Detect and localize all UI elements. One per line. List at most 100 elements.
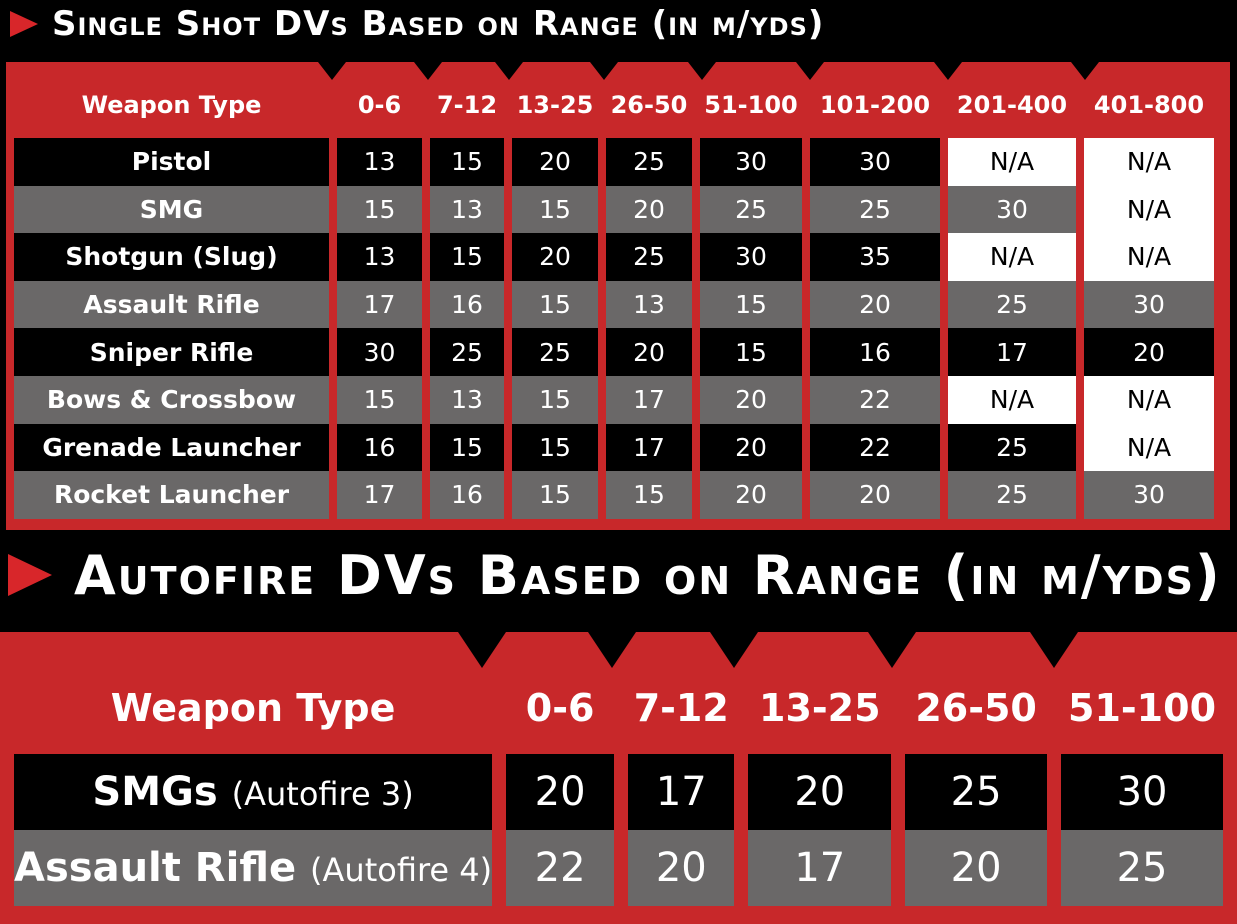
dv-value-cell: 17 — [337, 280, 422, 329]
header-notch — [1030, 632, 1078, 668]
dv-value-cell: 15 — [512, 423, 598, 472]
header-range: 201-400 — [956, 91, 1068, 119]
dv-value-cell: 20 — [810, 280, 940, 329]
dv-value-cell: 20 — [506, 754, 615, 830]
table-row: Bows & Crossbow 15 13 15 17 20 22 N/A N/A — [14, 375, 1214, 424]
header-notch — [318, 62, 346, 80]
header-range: 7-12 — [633, 686, 729, 730]
header-notch — [868, 632, 916, 668]
autofire-table-panel: Weapon Type 0-6 7-12 13-25 26-50 51-100 … — [0, 632, 1237, 924]
dv-value-cell: 30 — [948, 185, 1076, 234]
dv-value-cell: 20 — [810, 471, 940, 519]
autofire-table: Weapon Type 0-6 7-12 13-25 26-50 51-100 … — [0, 662, 1237, 906]
dv-value-cell: 13 — [430, 375, 504, 424]
dv-value-cell: 17 — [748, 830, 892, 906]
dv-value-cell: 35 — [810, 233, 940, 281]
header-range: 0-6 — [525, 686, 595, 730]
dv-value-cell: 30 — [1084, 471, 1214, 519]
dv-value-cell: 16 — [430, 280, 504, 329]
dv-value-cell: 15 — [430, 138, 504, 186]
dv-value-cell: N/A — [1084, 423, 1214, 472]
weapon-name-cell: Shotgun (Slug) — [14, 233, 329, 281]
dv-value-cell: 17 — [606, 375, 692, 424]
table-row: SMGs (Autofire 3) 20 17 20 25 30 — [14, 754, 1223, 830]
dv-value-cell: 20 — [606, 185, 692, 234]
weapon-name-cell: Pistol — [14, 138, 329, 186]
dv-value-cell: N/A — [1084, 185, 1214, 234]
header-range: 401-800 — [1093, 91, 1205, 119]
autofire-title: Autofire DVs Based on Range (in m/yds) — [74, 543, 1222, 607]
autofire-note: (Autofire 3) — [231, 775, 414, 813]
dv-value-cell: 25 — [512, 328, 598, 376]
single-shot-table-panel: Weapon Type 0-6 7-12 13-25 26-50 51-100 … — [6, 62, 1230, 530]
header-range: 13-25 — [516, 91, 594, 119]
dv-value-cell: 17 — [628, 754, 735, 830]
dv-value-cell: 25 — [905, 754, 1048, 830]
table-row: Sniper Rifle 30 25 25 20 15 16 17 20 — [14, 328, 1214, 376]
autofire-title-bar: Autofire DVs Based on Range (in m/yds) — [0, 540, 1222, 610]
weapon-name-cell: Rocket Launcher — [14, 471, 329, 519]
dv-value-cell: N/A — [1084, 233, 1214, 281]
dv-value-cell: 20 — [628, 830, 735, 906]
single-shot-title-bar: Single Shot DVs Based on Range (in m/yds… — [0, 2, 824, 46]
dv-value-cell: 13 — [337, 138, 422, 186]
dv-value-cell: 15 — [512, 375, 598, 424]
dv-value-cell: N/A — [948, 375, 1076, 424]
dv-value-cell: 20 — [700, 423, 802, 472]
dv-value-cell: 17 — [606, 423, 692, 472]
header-notch — [934, 62, 962, 80]
dv-value-cell: 22 — [810, 423, 940, 472]
weapon-name-cell: Bows & Crossbow — [14, 375, 329, 424]
dv-value-cell: N/A — [948, 233, 1076, 281]
dv-value-cell: N/A — [1084, 138, 1214, 186]
dv-value-cell: 15 — [700, 280, 802, 329]
header-range: 51-100 — [704, 91, 798, 119]
header-range: 26-50 — [915, 686, 1037, 730]
header-range: 26-50 — [610, 91, 688, 119]
dv-value-cell: 16 — [810, 328, 940, 376]
weapon-name-cell: Grenade Launcher — [14, 423, 329, 472]
autofire-note: (Autofire 4) — [310, 851, 493, 889]
weapon-name-cell: Assault Rifle (Autofire 4) — [14, 830, 493, 906]
weapon-name: SMGs — [92, 769, 218, 815]
dv-value-cell: 25 — [430, 328, 504, 376]
weapon-name-cell: SMGs (Autofire 3) — [14, 754, 493, 830]
header-notch — [710, 632, 758, 668]
table-row: Pistol 13 15 20 25 30 30 N/A N/A — [14, 138, 1214, 186]
header-notch — [688, 62, 716, 80]
dv-value-cell: 30 — [1084, 280, 1214, 329]
header-notch — [495, 62, 523, 80]
dv-value-cell: 15 — [512, 280, 598, 329]
header-range: 0-6 — [357, 91, 402, 119]
header-range: 13-25 — [759, 686, 881, 730]
header-range: 7-12 — [436, 91, 498, 119]
dv-value-cell: 20 — [905, 830, 1048, 906]
table-row: SMG 15 13 15 20 25 25 30 N/A — [14, 185, 1214, 234]
table-row: Assault Rifle 17 16 15 13 15 20 25 30 — [14, 280, 1214, 329]
dv-value-cell: 15 — [512, 471, 598, 519]
dv-value-cell: 20 — [1084, 328, 1214, 376]
weapon-name: Assault Rifle — [14, 845, 297, 891]
dv-value-cell: 15 — [337, 185, 422, 234]
dv-value-cell: 25 — [810, 185, 940, 234]
dv-value-cell: 25 — [948, 471, 1076, 519]
dv-value-cell: 25 — [606, 233, 692, 281]
dv-value-cell: 20 — [606, 328, 692, 376]
dv-value-cell: 15 — [606, 471, 692, 519]
dv-value-cell: 22 — [506, 830, 615, 906]
table-row: Assault Rifle (Autofire 4) 22 20 17 20 25 — [14, 830, 1223, 906]
dv-value-cell: 16 — [337, 423, 422, 472]
header-weapon-type: Weapon Type — [81, 91, 262, 119]
dv-value-cell: 30 — [810, 138, 940, 186]
dv-value-cell: 20 — [748, 754, 892, 830]
dv-value-cell: 22 — [810, 375, 940, 424]
header-notch — [1071, 62, 1099, 80]
dv-value-cell: N/A — [948, 138, 1076, 186]
dv-value-cell: 25 — [606, 138, 692, 186]
dv-value-cell: 20 — [700, 471, 802, 519]
dv-value-cell: 15 — [700, 328, 802, 376]
dv-value-cell: 25 — [700, 185, 802, 234]
dv-value-cell: 16 — [430, 471, 504, 519]
play-arrow-icon — [8, 554, 52, 596]
dv-value-cell: 15 — [430, 423, 504, 472]
